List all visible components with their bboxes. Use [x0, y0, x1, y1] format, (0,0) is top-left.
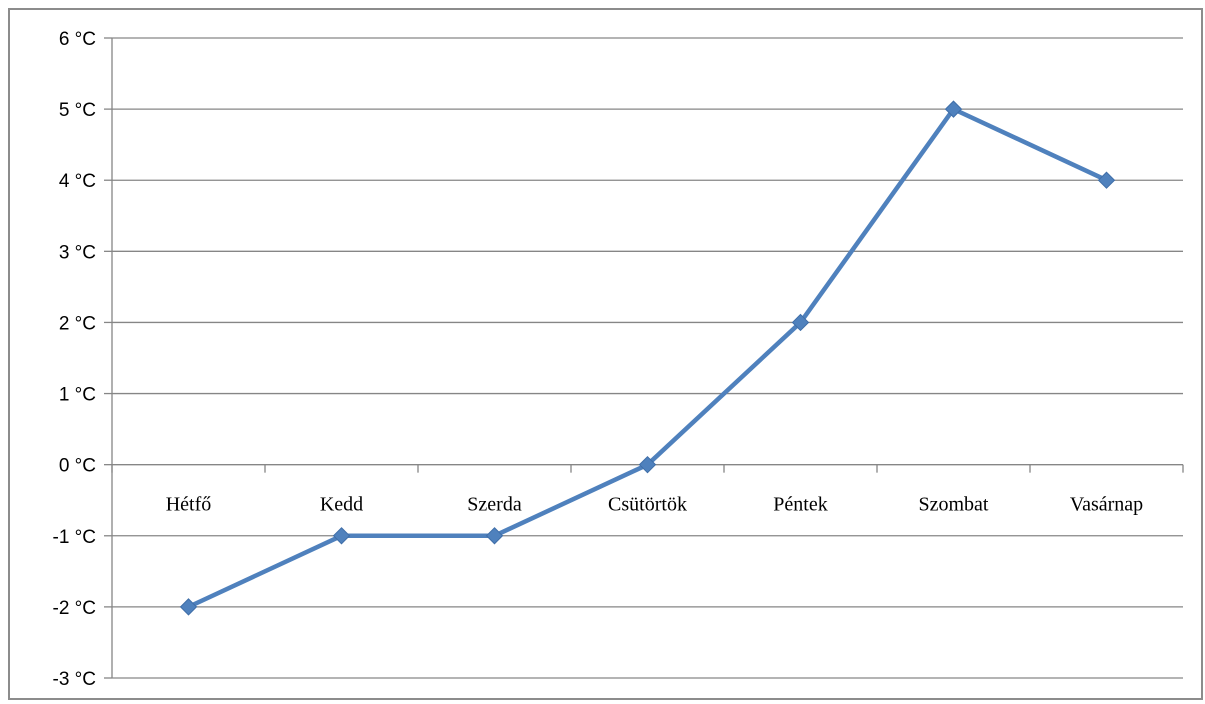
x-tick-label: Vasárnap [1070, 494, 1143, 516]
data-point-marker [485, 527, 504, 545]
chart-frame [8, 8, 1203, 700]
y-tick-label: 5 °C [59, 100, 96, 121]
series-temperature [179, 100, 1116, 616]
x-tick-label: Csütörtök [608, 494, 687, 516]
x-tick-label: Szombat [919, 494, 989, 516]
y-tick-label: 0 °C [59, 456, 96, 477]
y-tick-label: 3 °C [59, 242, 96, 263]
data-point-marker [332, 527, 351, 545]
data-point-marker [179, 598, 198, 616]
data-point-marker [638, 455, 657, 474]
x-tick-label: Szerda [467, 494, 522, 516]
axes [104, 37, 1184, 679]
gridlines [112, 37, 1183, 679]
data-point-marker [944, 100, 963, 118]
y-tick-label: 1 °C [59, 385, 96, 406]
x-tick-label: Péntek [773, 494, 827, 516]
y-tick-label: -3 °C [53, 669, 97, 690]
y-axis-tick-labels: 6 °C 5 °C 4 °C 3 °C 2 °C 1 °C 0 °C -1 °C -2 °C -3… [53, 29, 97, 690]
x-tick-label: Kedd [320, 494, 363, 516]
y-tick-label: 4 °C [59, 171, 96, 192]
x-axis-tick-labels: Hétfő Kedd Szerda Csütörtök Péntek Szombat Vas… [166, 494, 1143, 516]
y-tick-label: 6 °C [59, 29, 96, 50]
y-tick-label: -2 °C [53, 598, 97, 619]
y-tick-label: -1 °C [53, 527, 97, 548]
x-tick-label: Hétfő [166, 494, 212, 516]
data-point-marker [1097, 171, 1116, 189]
y-tick-label: 2 °C [59, 313, 96, 334]
series-line [187, 106, 1108, 609]
data-point-marker [791, 313, 810, 332]
